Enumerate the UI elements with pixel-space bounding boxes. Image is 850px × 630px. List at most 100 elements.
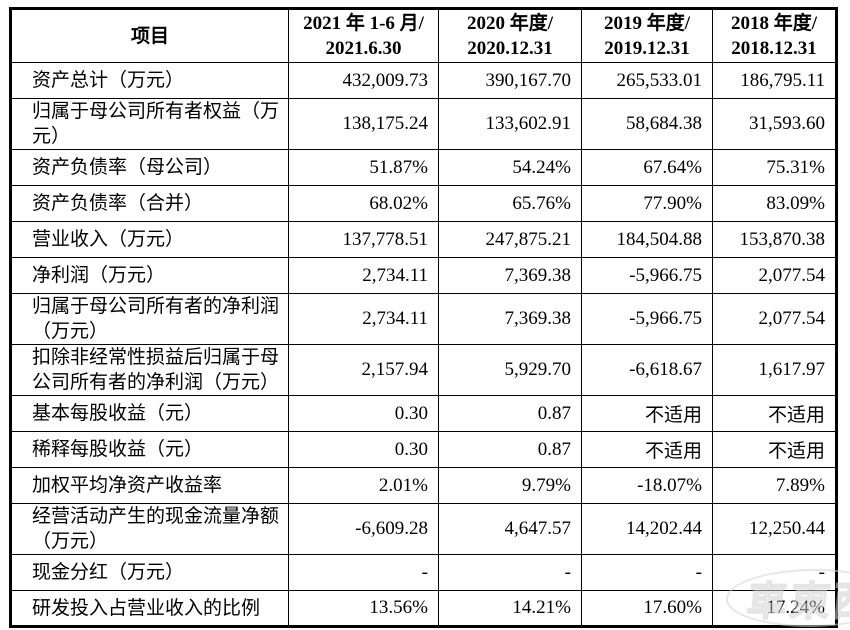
value-cell: 2,734.11 (288, 293, 439, 345)
table-row: 经营活动产生的现金流量净额（万元） -6,609.28 4,647.57 14,… (10, 503, 837, 555)
value-cell: 5,929.70 (438, 344, 582, 396)
header-period-line2: 2018.12.31 (731, 38, 817, 59)
row-label-cell: 资产总计（万元） (10, 62, 289, 99)
value-cell: - (581, 554, 713, 591)
header-period-line1: 2021 年 1-6 月/ (303, 13, 424, 34)
value-cell: 2,157.94 (288, 344, 439, 396)
row-label-cell: 资产负债率（母公司） (10, 149, 289, 186)
row-label-cell: 营业收入（万元） (10, 221, 289, 258)
header-item-cell: 项目 (10, 8, 289, 63)
table-row: 净利润（万元） 2,734.11 7,369.38 -5,966.75 2,07… (10, 257, 837, 294)
value-cell: 67.64% (581, 149, 713, 186)
value-cell: 31,593.60 (712, 98, 837, 150)
header-period-2018-cell: 2018 年度/ 2018.12.31 (712, 8, 837, 63)
row-label-cell: 研发投入占营业收入的比例 (10, 590, 289, 627)
row-label-cell: 稀释每股收益（元） (10, 431, 289, 468)
value-cell: -5,966.75 (581, 257, 713, 294)
value-cell: 不适用 (581, 431, 713, 468)
financial-summary-table: 项目 2021 年 1-6 月/ 2021.6.30 2020 年度/ 2020… (9, 7, 838, 628)
row-label-cell: 归属于母公司所有者的净利润（万元） (10, 293, 289, 345)
table-row: 基本每股收益（元） 0.30 0.87 不适用 不适用 (10, 395, 837, 432)
value-cell: 0.87 (438, 395, 582, 432)
table-header-row: 项目 2021 年 1-6 月/ 2021.6.30 2020 年度/ 2020… (10, 8, 837, 63)
value-cell: 51.87% (288, 149, 439, 186)
table-row: 稀释每股收益（元） 0.30 0.87 不适用 不适用 (10, 431, 837, 468)
value-cell: 9.79% (438, 467, 582, 504)
value-cell: 7,369.38 (438, 257, 582, 294)
value-cell: 1,617.97 (712, 344, 837, 396)
row-label-cell: 基本每股收益（元） (10, 395, 289, 432)
value-cell: 65.76% (438, 185, 582, 222)
value-cell: 58,684.38 (581, 98, 713, 150)
value-cell: - (438, 554, 582, 591)
header-period-line2: 2020.12.31 (467, 38, 553, 59)
value-cell: 不适用 (712, 431, 837, 468)
table-row: 扣除非经常性损益后归属于母公司所有者的净利润（万元） 2,157.94 5,92… (10, 344, 837, 396)
value-cell: 137,778.51 (288, 221, 439, 258)
value-cell: 138,175.24 (288, 98, 439, 150)
value-cell: 7,369.38 (438, 293, 582, 345)
row-label-cell: 现金分红（万元） (10, 554, 289, 591)
header-period-2021-cell: 2021 年 1-6 月/ 2021.6.30 (288, 8, 439, 63)
value-cell: 14,202.44 (581, 503, 713, 555)
value-cell: -6,609.28 (288, 503, 439, 555)
row-label-cell: 经营活动产生的现金流量净额（万元） (10, 503, 289, 555)
value-cell: 54.24% (438, 149, 582, 186)
value-cell: 83.09% (712, 185, 837, 222)
value-cell: 247,875.21 (438, 221, 582, 258)
value-cell: 390,167.70 (438, 62, 582, 99)
table-row: 现金分红（万元） - - - - (10, 554, 837, 591)
value-cell: 2,734.11 (288, 257, 439, 294)
header-period-2019-cell: 2019 年度/ 2019.12.31 (581, 8, 713, 63)
value-cell: 186,795.11 (712, 62, 837, 99)
value-cell: 0.30 (288, 431, 439, 468)
table-row: 资产总计（万元） 432,009.73 390,167.70 265,533.0… (10, 62, 837, 99)
table-row: 资产负债率（母公司） 51.87% 54.24% 67.64% 75.31% (10, 149, 837, 186)
value-cell: 7.89% (712, 467, 837, 504)
header-period-line2: 2021.6.30 (325, 38, 402, 59)
value-cell: 不适用 (712, 395, 837, 432)
value-cell: 68.02% (288, 185, 439, 222)
table-row: 归属于母公司所有者的净利润（万元） 2,734.11 7,369.38 -5,9… (10, 293, 837, 345)
value-cell: 0.87 (438, 431, 582, 468)
value-cell: - (288, 554, 439, 591)
value-cell: 432,009.73 (288, 62, 439, 99)
value-cell: 17.60% (581, 590, 713, 627)
value-cell: 2,077.54 (712, 257, 837, 294)
header-period-2020-cell: 2020 年度/ 2020.12.31 (438, 8, 582, 63)
value-cell: 265,533.01 (581, 62, 713, 99)
table-row: 归属于母公司所有者权益（万元） 138,175.24 133,602.91 58… (10, 98, 837, 150)
value-cell: -5,966.75 (581, 293, 713, 345)
value-cell: - (712, 554, 837, 591)
value-cell: 14.21% (438, 590, 582, 627)
value-cell: -6,618.67 (581, 344, 713, 396)
value-cell: 184,504.88 (581, 221, 713, 258)
value-cell: 不适用 (581, 395, 713, 432)
value-cell: 77.90% (581, 185, 713, 222)
table-row: 研发投入占营业收入的比例 13.56% 14.21% 17.60% 17.24% (10, 590, 837, 627)
value-cell: 2.01% (288, 467, 439, 504)
row-label-cell: 净利润（万元） (10, 257, 289, 294)
value-cell: 153,870.38 (712, 221, 837, 258)
table-row: 加权平均净资产收益率 2.01% 9.79% -18.07% 7.89% (10, 467, 837, 504)
row-label-cell: 加权平均净资产收益率 (10, 467, 289, 504)
header-period-line2: 2019.12.31 (604, 38, 690, 59)
table-row: 营业收入（万元） 137,778.51 247,875.21 184,504.8… (10, 221, 837, 258)
value-cell: 12,250.44 (712, 503, 837, 555)
row-label-cell: 归属于母公司所有者权益（万元） (10, 98, 289, 150)
row-label-cell: 扣除非经常性损益后归属于母公司所有者的净利润（万元） (10, 344, 289, 396)
header-period-line1: 2019 年度/ (603, 13, 691, 34)
value-cell: 2,077.54 (712, 293, 837, 345)
value-cell: 13.56% (288, 590, 439, 627)
value-cell: 75.31% (712, 149, 837, 186)
row-label-cell: 资产负债率（合并） (10, 185, 289, 222)
header-period-line1: 2018 年度/ (730, 13, 818, 34)
value-cell: 133,602.91 (438, 98, 582, 150)
value-cell: 0.30 (288, 395, 439, 432)
header-period-line1: 2020 年度/ (466, 13, 554, 34)
value-cell: 17.24% (712, 590, 837, 627)
value-cell: -18.07% (581, 467, 713, 504)
value-cell: 4,647.57 (438, 503, 582, 555)
table-row: 资产负债率（合并） 68.02% 65.76% 77.90% 83.09% (10, 185, 837, 222)
